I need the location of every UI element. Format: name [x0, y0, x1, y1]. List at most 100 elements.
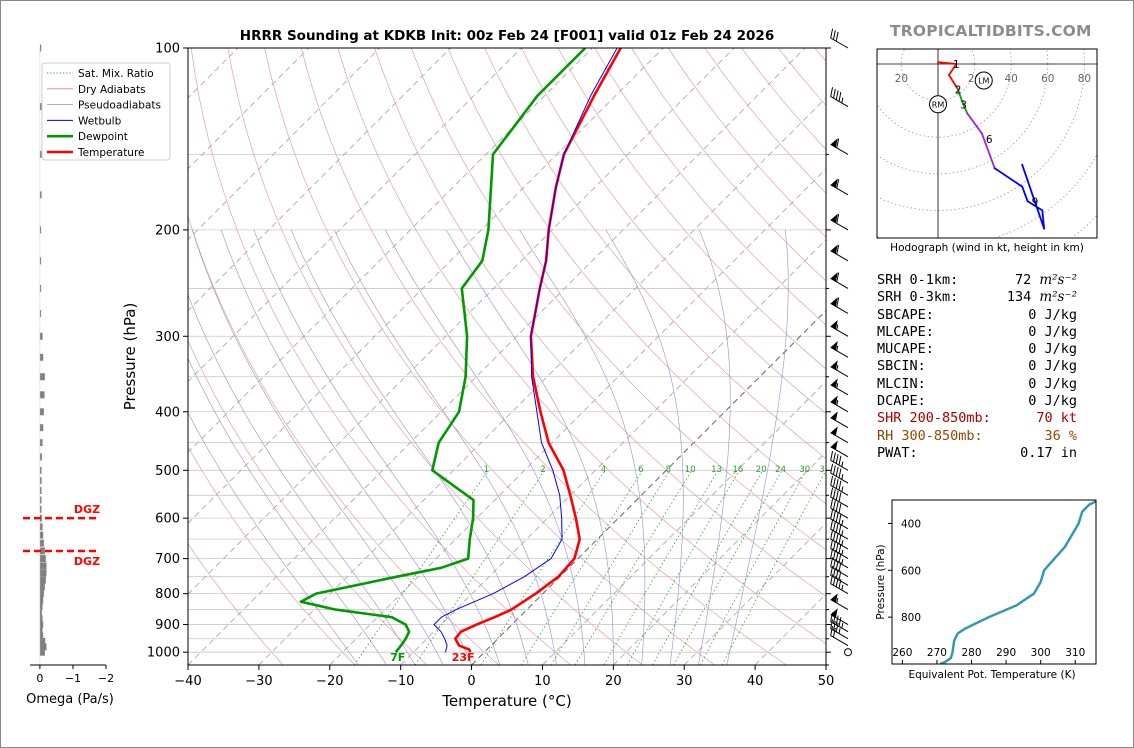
- barb-flag: [835, 466, 839, 477]
- param-row: MUCAPE: 0 J/kg: [877, 341, 1077, 358]
- barb-flag: [832, 500, 836, 510]
- mixing-ratio-line: [721, 470, 826, 665]
- param-label: SHR 200-850mb:: [877, 410, 991, 427]
- pseudoadiabat: [334, 229, 557, 665]
- theta-e-line: [939, 500, 1096, 664]
- barb-pennant: [830, 378, 838, 388]
- storm-motion-marker: [929, 95, 947, 114]
- param-row: SBCIN: 0 J/kg: [877, 358, 1077, 375]
- barb-staff: [830, 446, 849, 458]
- y-tick-label: 100: [155, 42, 180, 57]
- omega-x-axis-label: Omega (Pa/s): [26, 692, 114, 707]
- dry-adiabat: [300, 48, 787, 665]
- wind-barbs: [830, 28, 852, 657]
- hodograph-segment: [966, 112, 983, 135]
- barb-staff: [830, 417, 849, 429]
- wind-barb: [830, 440, 849, 458]
- param-row: MLCIN: 0 J/kg: [877, 376, 1077, 393]
- param-label: DCAPE:: [877, 393, 926, 410]
- omega-bar: [39, 569, 47, 577]
- barb-staff: [830, 459, 849, 471]
- barb-half-flag: [838, 628, 841, 634]
- hodograph-segment: [937, 61, 958, 65]
- barb-flag: [832, 540, 836, 551]
- barb-flag: [835, 31, 839, 42]
- barb-flag: [832, 627, 836, 638]
- hodograph-segment: [1021, 163, 1046, 230]
- barb-pennant: [830, 360, 838, 370]
- barb-staff: [830, 401, 849, 413]
- omega-bar: [39, 439, 43, 447]
- barb-flag: [835, 90, 839, 100]
- mixing-ratio-line: [699, 470, 807, 665]
- theta-e-x-tick-label: 310: [1065, 647, 1085, 659]
- param-row: SBCAPE: 0 J/kg: [877, 307, 1077, 324]
- param-row: SRH 0-3km: 134 m²s⁻²: [877, 289, 1077, 306]
- theta-e-x-axis-label: Equivalent Pot. Temperature (K): [908, 669, 1075, 681]
- mixing-ratio-line: [521, 470, 643, 665]
- omega-bar: [39, 621, 44, 629]
- mixing-ratio-line: [480, 470, 606, 665]
- barb-flag: [838, 514, 842, 524]
- barb-staff: [830, 432, 849, 444]
- pseudoadiabat: [191, 229, 444, 665]
- dry-adiabat: [410, 48, 826, 551]
- skewt-plot-area: 1 2 4 6 8 10 13 16 20 24 30 36: [188, 48, 826, 665]
- mixing-ratio-line: [414, 470, 546, 665]
- barb-staff: [830, 37, 849, 49]
- wind-barb: [830, 213, 849, 231]
- barb-half-flag: [836, 345, 839, 351]
- omega-panel: 0 −1 −2 Omega (Pa/s) DGZ DGZ: [23, 44, 114, 707]
- hodograph-ring-label: 60: [1041, 73, 1054, 85]
- legend: Sat. Mix. Ratio Dry Adiabats Pseudoadiabat…: [41, 62, 171, 161]
- y-tick-label: 600: [155, 512, 180, 527]
- param-label: MUCAPE:: [877, 341, 934, 358]
- wind-barb: [830, 378, 849, 396]
- wind-barb: [830, 529, 849, 550]
- omega-bar: [39, 609, 42, 617]
- barb-half-flag: [841, 584, 844, 591]
- barb-flag: [832, 477, 836, 488]
- param-value: 0.17 in: [1020, 444, 1077, 461]
- barb-flag: [832, 465, 836, 475]
- param-value-group: 72 m²s⁻²: [1015, 272, 1077, 289]
- mixing-ratio-line: [353, 470, 489, 665]
- hodograph-segment: [981, 132, 996, 170]
- omega-bar: [39, 424, 44, 432]
- barb-flag: [836, 297, 840, 308]
- barb-half-flag: [841, 461, 844, 467]
- wind-barb: [830, 519, 849, 540]
- y-tick-label: 300: [155, 330, 180, 345]
- dry-adiabat: [521, 48, 826, 414]
- param-row: MLCAPE: 0 J/kg: [877, 324, 1077, 341]
- mixing-ratio-line: [673, 470, 783, 665]
- isotherm-line: [400, 239, 826, 665]
- param-value: 0 J/kg: [1028, 375, 1077, 392]
- hodograph-segment: [948, 74, 960, 91]
- barb-staff: [830, 325, 849, 337]
- theta-e-x-tick-label: 260: [892, 647, 912, 659]
- dgz-label: DGZ: [74, 503, 100, 516]
- hodograph-height-label: 2: [955, 85, 962, 97]
- barb-flag: [830, 519, 834, 530]
- omega-bar: [39, 391, 45, 399]
- omega-bar: [39, 632, 44, 640]
- pseudoadiabat: [253, 229, 501, 665]
- omega-bar: [39, 44, 42, 52]
- barb-flag: [830, 475, 834, 486]
- wind-barb: [830, 297, 849, 314]
- theta-e-y-tick-label: 400: [901, 518, 921, 530]
- barb-half-flag: [841, 540, 844, 546]
- dry-adiabat: [188, 446, 356, 665]
- barb-flag: [835, 479, 839, 489]
- omega-bar: [39, 615, 43, 623]
- storm-motion-label: LM: [978, 76, 989, 85]
- mixing-ratio-label: 30: [799, 465, 810, 475]
- wind-barb: [830, 593, 849, 610]
- omega-bar: [39, 583, 45, 591]
- x-tick-label: 20: [605, 674, 622, 689]
- barb-staff: [830, 614, 849, 625]
- theta-e-plot-area: [939, 500, 1096, 664]
- barb-flag: [830, 509, 834, 519]
